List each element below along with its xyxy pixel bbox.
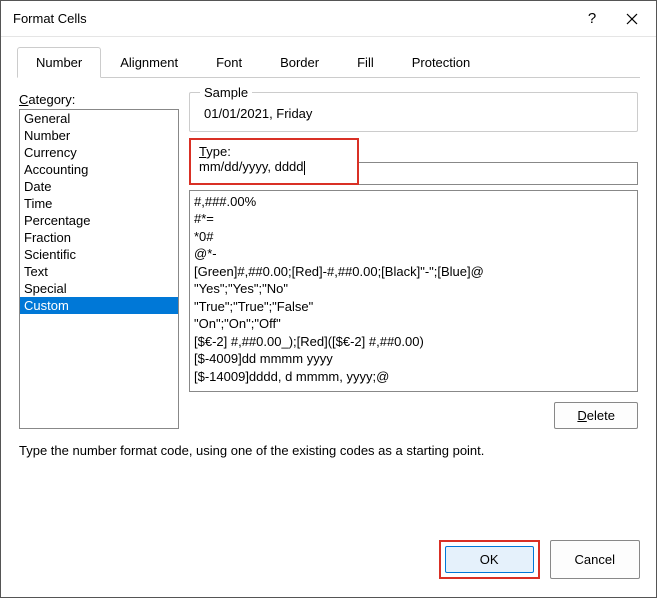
category-label: Category: (19, 92, 179, 107)
format-code-listbox[interactable]: #,###.00% #*= *0# @*- [Green]#,##0.00;[R… (189, 190, 638, 392)
type-input-value: mm/dd/yyyy, dddd (199, 159, 305, 174)
code-item[interactable]: "On";"On";"Off" (194, 315, 633, 333)
type-label: Type: (199, 144, 349, 159)
code-item[interactable]: [$-14009]dddd, d mmmm, yyyy;@ (194, 368, 633, 386)
type-highlight: Type: mm/dd/yyyy, dddd (189, 138, 359, 185)
tab-alignment[interactable]: Alignment (101, 47, 197, 78)
code-item[interactable]: #,###.00% (194, 193, 633, 211)
category-column: Category: General Number Currency Accoun… (19, 92, 179, 429)
close-icon (626, 13, 638, 25)
window-title: Format Cells (13, 11, 572, 26)
category-item-time[interactable]: Time (20, 195, 178, 212)
help-icon: ? (588, 10, 596, 27)
tab-font[interactable]: Font (197, 47, 261, 78)
category-item-percentage[interactable]: Percentage (20, 212, 178, 229)
category-item-special[interactable]: Special (20, 280, 178, 297)
dialog-footer: OK Cancel (1, 526, 656, 597)
help-button[interactable]: ? (572, 4, 612, 34)
category-item-number[interactable]: Number (20, 127, 178, 144)
cancel-button[interactable]: Cancel (550, 540, 640, 579)
category-item-custom[interactable]: Custom (20, 297, 178, 314)
titlebar: Format Cells ? (1, 1, 656, 37)
format-cells-dialog: Format Cells ? Number Alignment Font Bor… (0, 0, 657, 598)
delete-button[interactable]: Delete (554, 402, 638, 429)
close-button[interactable] (612, 4, 652, 34)
category-item-accounting[interactable]: Accounting (20, 161, 178, 178)
code-item[interactable]: [Green]#,##0.00;[Red]-#,##0.00;[Black]"-… (194, 263, 633, 281)
sample-label: Sample (200, 85, 252, 100)
sample-value: 01/01/2021, Friday (200, 106, 627, 121)
code-item[interactable]: "True";"True";"False" (194, 298, 633, 316)
tab-border[interactable]: Border (261, 47, 338, 78)
tab-number[interactable]: Number (17, 47, 101, 78)
hint-text: Type the number format code, using one o… (19, 443, 638, 458)
code-item[interactable]: [$-4009]dd mmmm yyyy (194, 350, 633, 368)
delete-row: Delete (189, 402, 638, 429)
category-item-general[interactable]: General (20, 110, 178, 127)
dialog-content: Number Alignment Font Border Fill Protec… (1, 37, 656, 526)
code-item[interactable]: #*= (194, 210, 633, 228)
ok-button[interactable]: OK (445, 546, 534, 573)
category-item-text[interactable]: Text (20, 263, 178, 280)
category-item-scientific[interactable]: Scientific (20, 246, 178, 263)
ok-highlight: OK (439, 540, 540, 579)
code-item[interactable]: @*- (194, 245, 633, 263)
tab-panel-number: Category: General Number Currency Accoun… (17, 78, 640, 522)
category-item-fraction[interactable]: Fraction (20, 229, 178, 246)
tab-fill[interactable]: Fill (338, 47, 393, 78)
code-item[interactable]: [$€-2] #,##0.00_);[Red]([$€-2] #,##0.00) (194, 333, 633, 351)
code-item[interactable]: *0# (194, 228, 633, 246)
category-item-currency[interactable]: Currency (20, 144, 178, 161)
right-column: Sample 01/01/2021, Friday Type: mm/dd/yy… (189, 92, 638, 429)
sample-group: Sample 01/01/2021, Friday (189, 92, 638, 132)
tab-strip: Number Alignment Font Border Fill Protec… (17, 47, 640, 78)
category-listbox[interactable]: General Number Currency Accounting Date … (19, 109, 179, 429)
code-item[interactable]: "Yes";"Yes";"No" (194, 280, 633, 298)
tab-protection[interactable]: Protection (393, 47, 490, 78)
category-item-date[interactable]: Date (20, 178, 178, 195)
